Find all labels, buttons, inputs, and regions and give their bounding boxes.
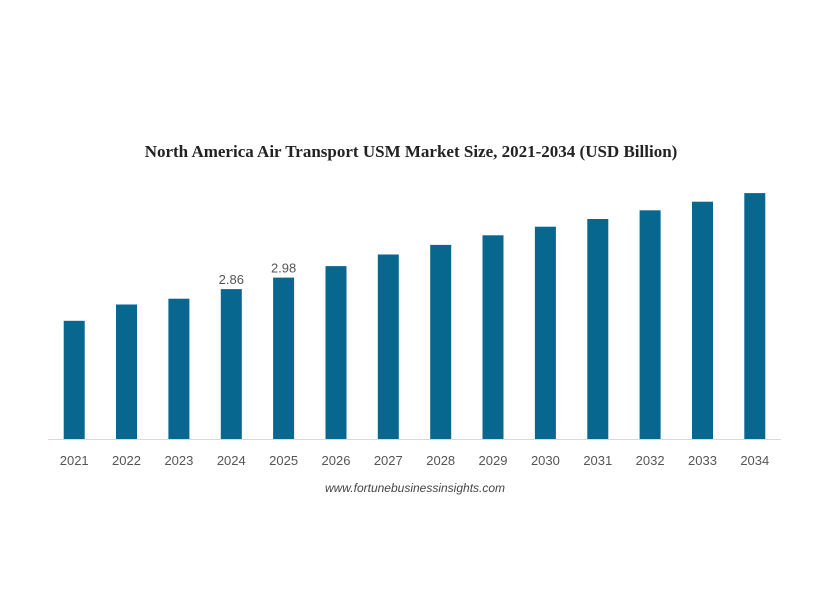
- bar-2022: [116, 304, 137, 439]
- bar-2024: [220, 289, 242, 439]
- x-tick-label-2031: 2031: [583, 453, 612, 468]
- source-note: www.fortunebusinessinsights.com: [325, 481, 505, 495]
- x-tick-label-2034: 2034: [740, 453, 769, 468]
- x-tick-label-2030: 2030: [531, 453, 560, 468]
- data-label-2025: 2.98: [271, 261, 296, 276]
- bar-2034: [744, 193, 766, 439]
- bar-2021: [63, 320, 85, 439]
- data-label-2024: 2.86: [219, 272, 244, 287]
- x-tick-label-2023: 2023: [164, 453, 193, 468]
- bar-2027: [377, 254, 399, 439]
- bar-2031: [587, 219, 609, 439]
- x-tick-label-2022: 2022: [112, 453, 141, 468]
- bar-2026: [325, 266, 347, 439]
- bar-2028: [430, 244, 452, 439]
- x-tick-label-2021: 2021: [60, 453, 89, 468]
- bar-2032: [639, 210, 661, 439]
- x-tick-label-2032: 2032: [636, 453, 665, 468]
- x-tick-labels: 2021 2022 2023 2024 2025 2026 2027 2028 2029 2030…: [60, 453, 770, 468]
- x-tick-label-2026: 2026: [322, 453, 351, 468]
- x-tick-label-2027: 2027: [374, 453, 403, 468]
- x-tick-label-2033: 2033: [688, 453, 717, 468]
- bar-2023: [168, 298, 190, 439]
- bars-group: [63, 193, 766, 439]
- bar-2030: [534, 226, 556, 439]
- bar-2029: [482, 235, 504, 439]
- x-tick-label-2024: 2024: [217, 453, 246, 468]
- bar-2033: [692, 201, 713, 439]
- chart-title: North America Air Transport USM Market S…: [145, 142, 678, 161]
- x-tick-label-2029: 2029: [479, 453, 508, 468]
- bar-2025: [273, 277, 295, 439]
- x-tick-label-2025: 2025: [269, 453, 298, 468]
- data-labels: 2.86 2.98: [219, 261, 297, 288]
- x-tick-label-2028: 2028: [426, 453, 455, 468]
